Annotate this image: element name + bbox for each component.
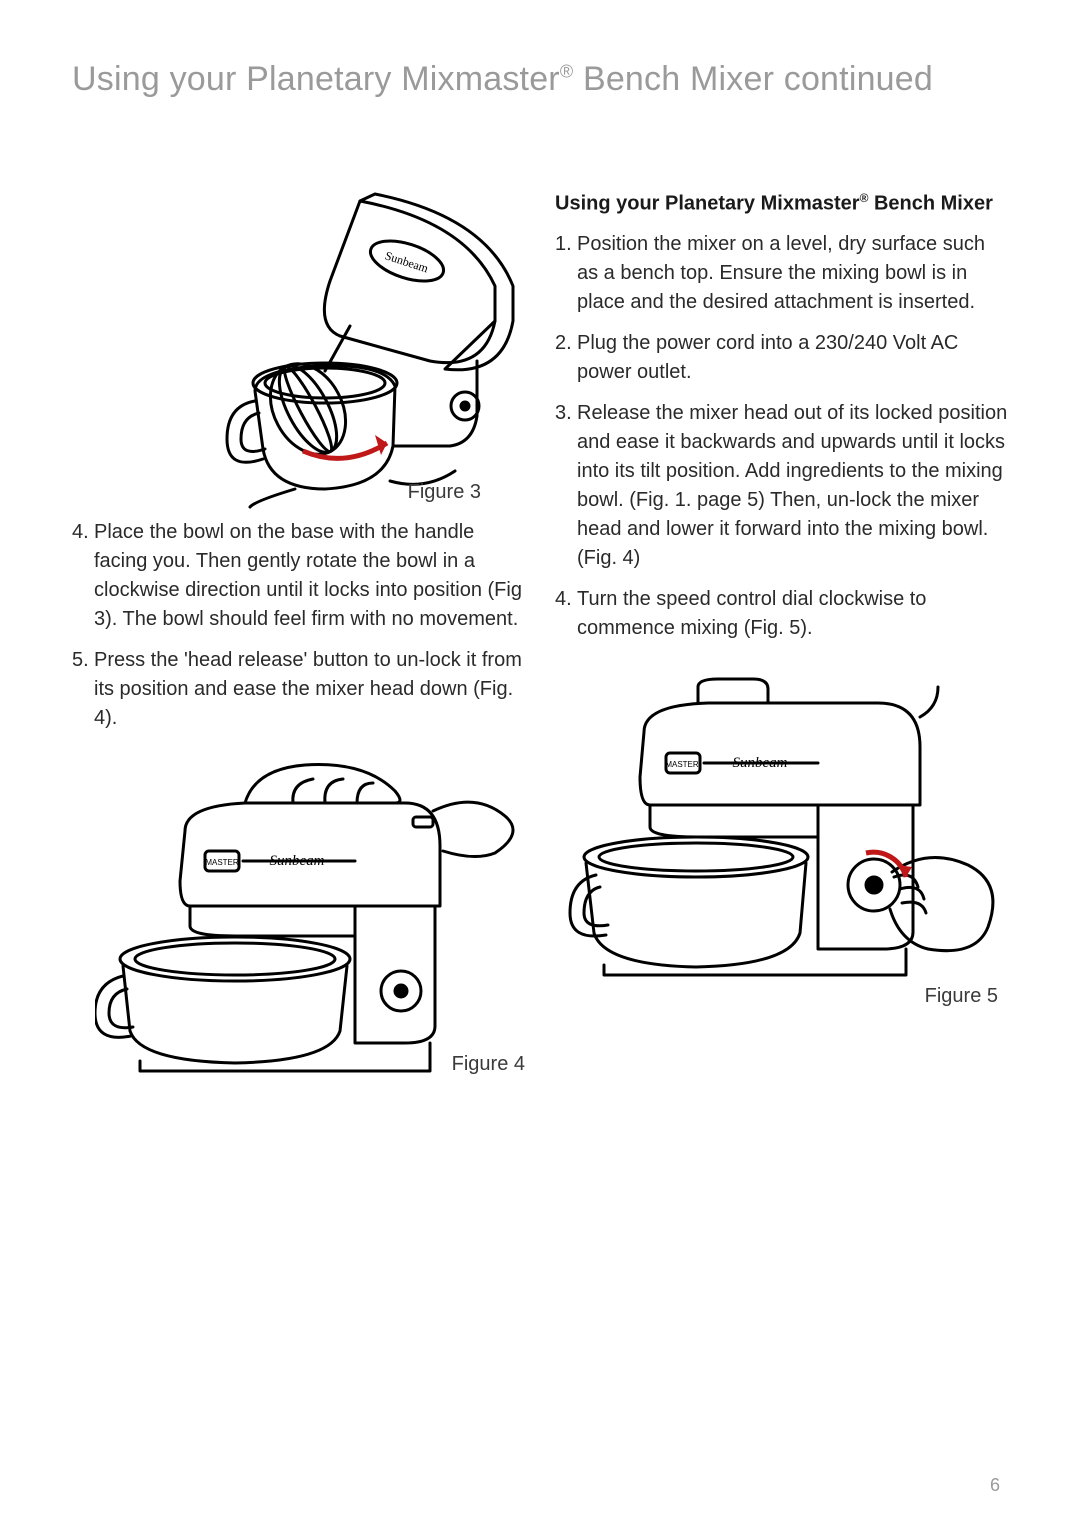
figure-5-caption: Figure 5 [925,985,1008,1008]
left-step-4: 4. Place the bowl on the base with the h… [72,518,525,634]
right-step-3: 3. Release the mixer head out of its loc… [555,399,1008,573]
step-text: Position the mixer on a level, dry surfa… [577,230,1008,317]
step-text: Turn the speed control dial clockwise to… [577,585,1008,643]
figure-3-illustration: Sunbeam [215,191,525,511]
figure-5: MASTER Sunbeam Figure 5 [555,677,1008,1008]
step-number: 4. [555,585,577,643]
left-column: Sunbeam Figure 3 4. Place the bowl on th… [72,191,525,1076]
figure-3: Sunbeam Figure 3 [152,191,525,504]
page-title-pre: Using your Planetary Mixmaster [72,60,560,98]
page-title-post: Bench Mixer continued [573,60,933,98]
right-step-2: 2. Plug the power cord into a 230/240 Vo… [555,329,1008,387]
right-column: Using your Planetary Mixmaster® Bench Mi… [555,191,1008,1076]
right-instructions: 1. Position the mixer on a level, dry su… [555,230,1008,643]
right-step-4: 4. Turn the speed control dial clockwise… [555,585,1008,643]
step-number: 5. [72,646,94,733]
right-title-post: Bench Mixer [868,193,992,215]
step-text: Place the bowl on the base with the hand… [94,518,525,634]
step-text: Release the mixer head out of its locked… [577,399,1008,573]
figure-3-caption: Figure 3 [408,481,525,504]
master-label: MASTER [205,858,239,867]
page-number: 6 [990,1475,1000,1496]
registered-mark: ® [560,62,573,82]
page-title: Using your Planetary Mixmaster® Bench Mi… [72,60,1008,99]
figure-5-illustration: MASTER Sunbeam [568,677,1008,977]
figure-4: MASTER Sunbeam Figure 4 [76,761,525,1076]
step-number: 4. [72,518,94,634]
step-text: Plug the power cord into a 230/240 Volt … [577,329,1008,387]
figure-4-illustration: MASTER Sunbeam [95,761,525,1081]
step-text: Press the 'head release' button to un-lo… [94,646,525,733]
step-number: 3. [555,399,577,573]
master-label: MASTER [665,760,699,769]
step-number: 2. [555,329,577,387]
brand-text: Sunbeam [733,755,788,771]
right-title-pre: Using your Planetary Mixmaster [555,193,860,215]
left-step-5: 5. Press the 'head release' button to un… [72,646,525,733]
right-step-1: 1. Position the mixer on a level, dry su… [555,230,1008,317]
content-columns: Sunbeam Figure 3 4. Place the bowl on th… [72,191,1008,1076]
step-number: 1. [555,230,577,317]
figure-4-caption: Figure 4 [452,1053,525,1076]
right-section-title: Using your Planetary Mixmaster® Bench Mi… [555,191,1008,216]
left-instructions: 4. Place the bowl on the base with the h… [72,518,525,733]
brand-text: Sunbeam [270,853,325,869]
